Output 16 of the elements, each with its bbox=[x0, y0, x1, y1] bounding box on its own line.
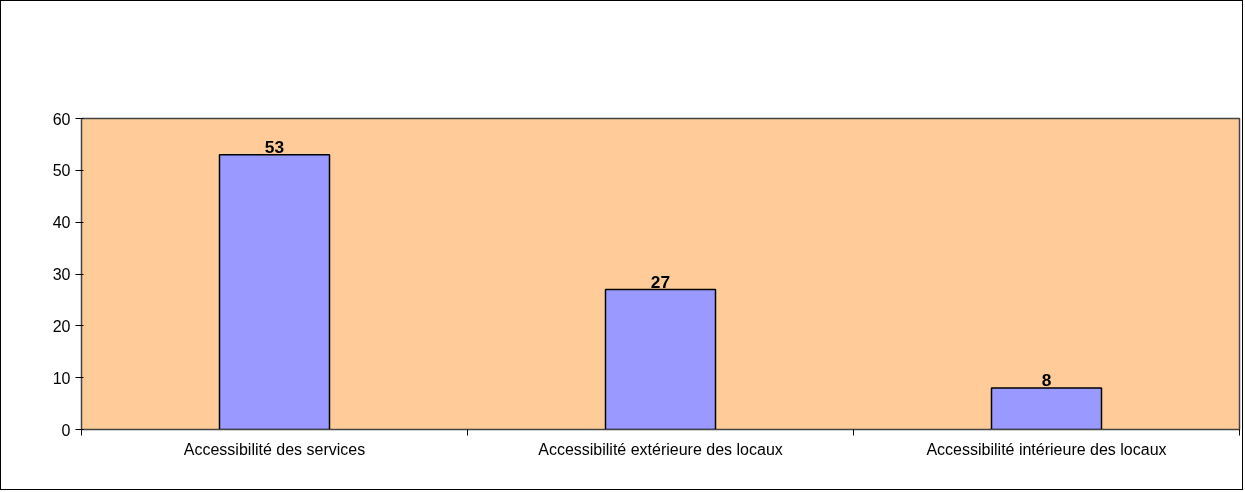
data-label: 53 bbox=[264, 136, 285, 157]
y-tick-label: 20 bbox=[52, 317, 71, 335]
y-tick-label: 40 bbox=[52, 214, 71, 232]
data-label: 27 bbox=[650, 271, 671, 292]
y-tick-label: 0 bbox=[61, 421, 71, 439]
x-tick-label: Accessibilité extérieure des locaux bbox=[538, 440, 783, 458]
bar bbox=[218, 154, 331, 430]
bar bbox=[604, 288, 717, 430]
data-label: 8 bbox=[1041, 370, 1052, 391]
x-tick-label: Accessibilité des services bbox=[183, 440, 366, 458]
bar bbox=[990, 387, 1103, 430]
y-tick-label: 50 bbox=[52, 162, 71, 180]
y-tick-label: 60 bbox=[52, 110, 71, 128]
x-tick-label: Accessibilité intérieure des locaux bbox=[926, 440, 1167, 458]
y-tick-label: 10 bbox=[52, 369, 71, 387]
y-tick-label: 30 bbox=[52, 266, 71, 283]
